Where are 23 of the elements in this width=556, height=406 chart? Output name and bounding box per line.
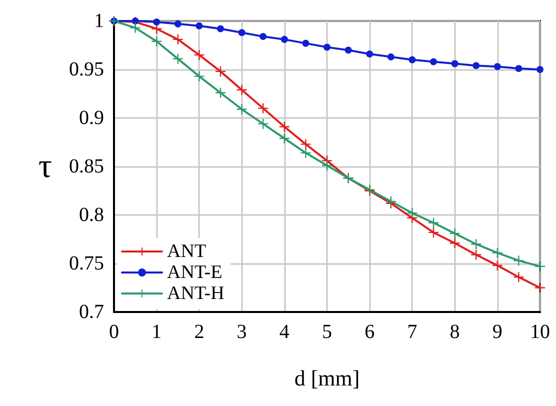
x-tick-label: 2 — [194, 321, 204, 343]
y-axis-title: τ — [38, 148, 52, 185]
x-tick-label: 0 — [109, 321, 119, 343]
x-tick-label: 7 — [407, 321, 418, 343]
legend-label: ANT-E — [167, 262, 222, 283]
y-tick-label: 0.9 — [79, 107, 104, 129]
x-tick-label: 4 — [279, 321, 290, 343]
x-tick-label: 10 — [530, 321, 550, 343]
x-tick-label: 6 — [364, 321, 375, 343]
y-tick-label: 0.95 — [69, 58, 104, 80]
x-tick-label: 8 — [450, 321, 460, 343]
y-tick-label: 0.8 — [79, 204, 104, 226]
legend-label: ANT-H — [167, 283, 225, 304]
y-tick-label: 0.85 — [69, 156, 104, 178]
x-tick-label: 5 — [322, 321, 332, 343]
x-axis-title: d [mm] — [294, 366, 360, 390]
x-tick-label: 1 — [152, 321, 162, 343]
y-tick-label: 0.7 — [79, 301, 104, 323]
x-tick-label: 9 — [492, 321, 502, 343]
y-tick-label: 1 — [94, 10, 104, 32]
x-tick-label: 3 — [236, 321, 247, 343]
legend-label: ANT — [167, 241, 206, 262]
y-tick-label: 0.75 — [69, 252, 104, 274]
